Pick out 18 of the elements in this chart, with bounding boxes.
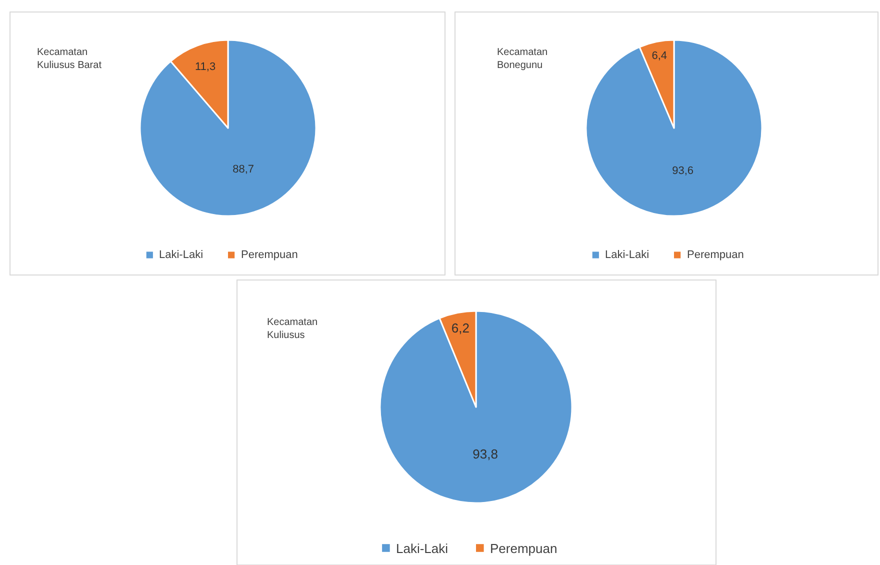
- legend-label: Laki-Laki: [605, 249, 650, 261]
- data-label: 93,8: [472, 446, 498, 462]
- text: Kecamatan Kuliusus: [267, 317, 318, 341]
- data-label: 11,3: [195, 60, 216, 73]
- data-label: 88,7: [232, 163, 254, 176]
- data-label: 93,6: [672, 165, 694, 178]
- text: Kecamatan Bonegunu: [497, 47, 548, 71]
- pie-slice: [379, 310, 573, 504]
- pie-slice: [139, 39, 317, 217]
- legend-label: Perempuan: [490, 541, 558, 556]
- legend-label: Perempuan: [687, 249, 744, 261]
- legend-label: Perempuan: [241, 249, 298, 261]
- legend-label: Laki-Laki: [159, 249, 204, 261]
- legend-label: Laki-Laki: [396, 541, 448, 556]
- data-label: 6,2: [451, 320, 470, 336]
- text: Kecamatan Kuliusus Barat: [37, 47, 102, 71]
- data-label: 6,4: [652, 50, 667, 62]
- pie-slice: [585, 39, 763, 217]
